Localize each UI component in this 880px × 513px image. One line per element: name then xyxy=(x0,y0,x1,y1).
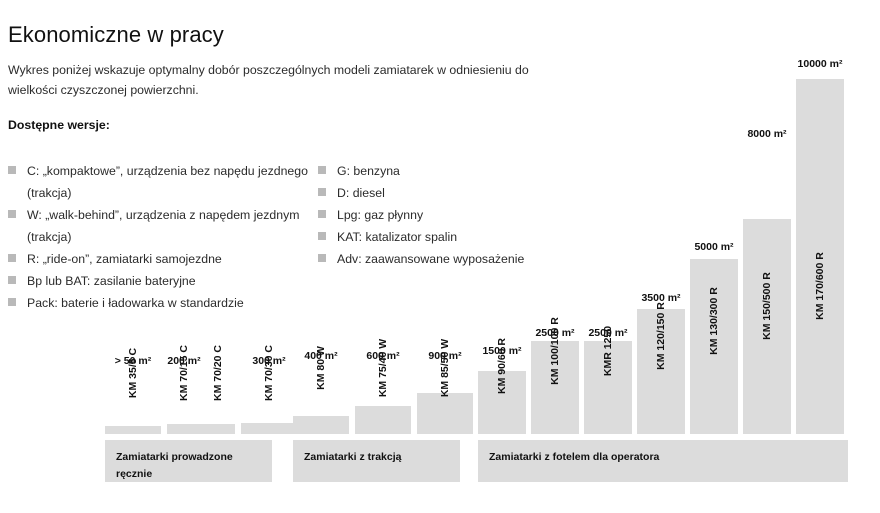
bar-model-label: KM 70/20 C xyxy=(212,344,224,402)
legend-item-label: Adv: zaawansowane wyposażenie xyxy=(337,252,525,266)
chart-bar xyxy=(241,423,297,434)
square-bullet-icon xyxy=(318,188,326,196)
bar-group: 400 m² KM 80 W 600 m² KM 75/40 W 900 m² KM 85… xyxy=(293,0,473,513)
bar-value-label: 200 m² xyxy=(167,355,201,367)
bar-model-label: KM 90/60 R xyxy=(496,337,508,395)
legend-item-label: D: diesel xyxy=(337,186,385,200)
bar-model-label: KM 130/300 R xyxy=(708,287,720,355)
legend-item: C: „kompaktowe”, urządzenia bez napędu j… xyxy=(8,160,308,204)
bar-value-label: 1500 m² xyxy=(482,345,522,357)
bar-model-label: KM 85/50 W xyxy=(439,338,451,398)
square-bullet-icon xyxy=(8,210,16,218)
chart-bar xyxy=(355,406,411,434)
chart-bar xyxy=(167,424,201,434)
square-bullet-icon xyxy=(318,232,326,240)
chart-bar xyxy=(690,259,738,434)
square-bullet-icon xyxy=(318,210,326,218)
legend-item-label: Pack: baterie i ładowarka w standardzie xyxy=(27,296,244,310)
group-footer-box: Zamiatarki z fotelem dla operatora xyxy=(478,440,848,482)
bar-value-label: 5000 m² xyxy=(694,241,734,253)
available-versions-heading: Dostępne wersje: xyxy=(8,118,110,132)
bar-value-label: 2500 m² xyxy=(588,327,628,339)
bar-value-label: 2500 m² xyxy=(535,327,575,339)
group-footer-label: Zamiatarki prowadzone ręcznie xyxy=(116,451,233,480)
legend-item: Adv: zaawansowane wyposażenie xyxy=(318,248,618,270)
legend-item: W: „walk-behind”, urządzenia z napędem j… xyxy=(8,204,308,248)
bar-value-label: 600 m² xyxy=(366,350,400,362)
chart-bar xyxy=(637,309,685,434)
legend-column-left: C: „kompaktowe”, urządzenia bez napędu j… xyxy=(8,160,308,314)
square-bullet-icon xyxy=(318,166,326,174)
bar-value-label: 900 m² xyxy=(428,350,462,362)
bar-model-label: KM 150/500 R xyxy=(761,272,773,340)
bar-model-label: KM 170/600 R xyxy=(814,252,826,320)
square-bullet-icon xyxy=(8,276,16,284)
bar-group: 1500 m² KM 90/60 R 2500 m² KM 100/100 R 2500… xyxy=(478,0,848,513)
chart-bar xyxy=(417,393,473,434)
bar-model-label: KM 100/100 R xyxy=(549,317,561,385)
legend-item-label: W: „walk-behind”, urządzenia z napędem j… xyxy=(27,208,300,244)
legend-column-right: G: benzyna D: diesel Lpg: gaz płynny KAT: k… xyxy=(318,160,618,270)
square-bullet-icon xyxy=(8,166,16,174)
group-footer-box: Zamiatarki z trakcją xyxy=(293,440,460,482)
legend-item: Pack: baterie i ładowarka w standardzie xyxy=(8,292,308,314)
bar-model-label: KM 70/30 C xyxy=(263,344,275,402)
legend-item: D: diesel xyxy=(318,182,618,204)
bar-model-label: KMR 1250 xyxy=(602,325,614,377)
square-bullet-icon xyxy=(8,298,16,306)
legend-item-label: G: benzyna xyxy=(337,164,400,178)
legend-item-label: R: „ride-on”, zamiatarki samojezdne xyxy=(27,252,222,266)
bar-value-label: 10000 m² xyxy=(797,58,843,70)
bar-value-label: 400 m² xyxy=(304,350,338,362)
bar-model-label: KM 35/5 C xyxy=(127,347,139,399)
intro-paragraph: Wykres poniżej wskazuje optymalny dobór … xyxy=(8,63,529,97)
bar-model-label: KM 70/15 C xyxy=(178,344,190,402)
bar-group: > 50 m² KM 35/5 C 200 m² KM 70/15 C KM 70/20… xyxy=(105,0,297,513)
bar-value-label: > 50 m² xyxy=(114,355,152,367)
bar-model-label: KM 120/150 R xyxy=(655,302,667,370)
legend-item: Bp lub BAT: zasilanie bateryjne xyxy=(8,270,308,292)
bar-model-label: KM 75/40 W xyxy=(377,338,389,398)
bar-value-label: 8000 m² xyxy=(747,128,787,140)
legend-item-label: Bp lub BAT: zasilanie bateryjne xyxy=(27,274,196,288)
legend-item-label: C: „kompaktowe”, urządzenia bez napędu j… xyxy=(27,164,308,200)
chart-bar xyxy=(531,341,579,434)
group-footer-box: Zamiatarki prowadzone ręcznie xyxy=(105,440,272,482)
bar-model-label: KM 80 W xyxy=(315,346,327,390)
legend-item-label: Lpg: gaz płynny xyxy=(337,208,424,222)
legend-item: KAT: katalizator spalin xyxy=(318,226,618,248)
bar-value-label: 300 m² xyxy=(252,355,286,367)
chart-bar xyxy=(743,219,791,434)
legend-item: Lpg: gaz płynny xyxy=(318,204,618,226)
chart-bar xyxy=(478,371,526,434)
chart-bar xyxy=(105,426,161,434)
legend-item: G: benzyna xyxy=(318,160,618,182)
chart-bar xyxy=(201,424,235,434)
chart-bar xyxy=(796,79,844,434)
square-bullet-icon xyxy=(318,254,326,262)
chart-bar xyxy=(293,416,349,434)
bar-value-label: 3500 m² xyxy=(641,292,681,304)
page-title: Ekonomiczne w pracy xyxy=(8,22,224,47)
legend-item: R: „ride-on”, zamiatarki samojezdne xyxy=(8,248,308,270)
group-footer-label: Zamiatarki z fotelem dla operatora xyxy=(489,451,660,463)
legend-item-label: KAT: katalizator spalin xyxy=(337,230,458,244)
group-footer-label: Zamiatarki z trakcją xyxy=(304,451,402,463)
square-bullet-icon xyxy=(8,254,16,262)
chart-bar xyxy=(584,341,632,434)
